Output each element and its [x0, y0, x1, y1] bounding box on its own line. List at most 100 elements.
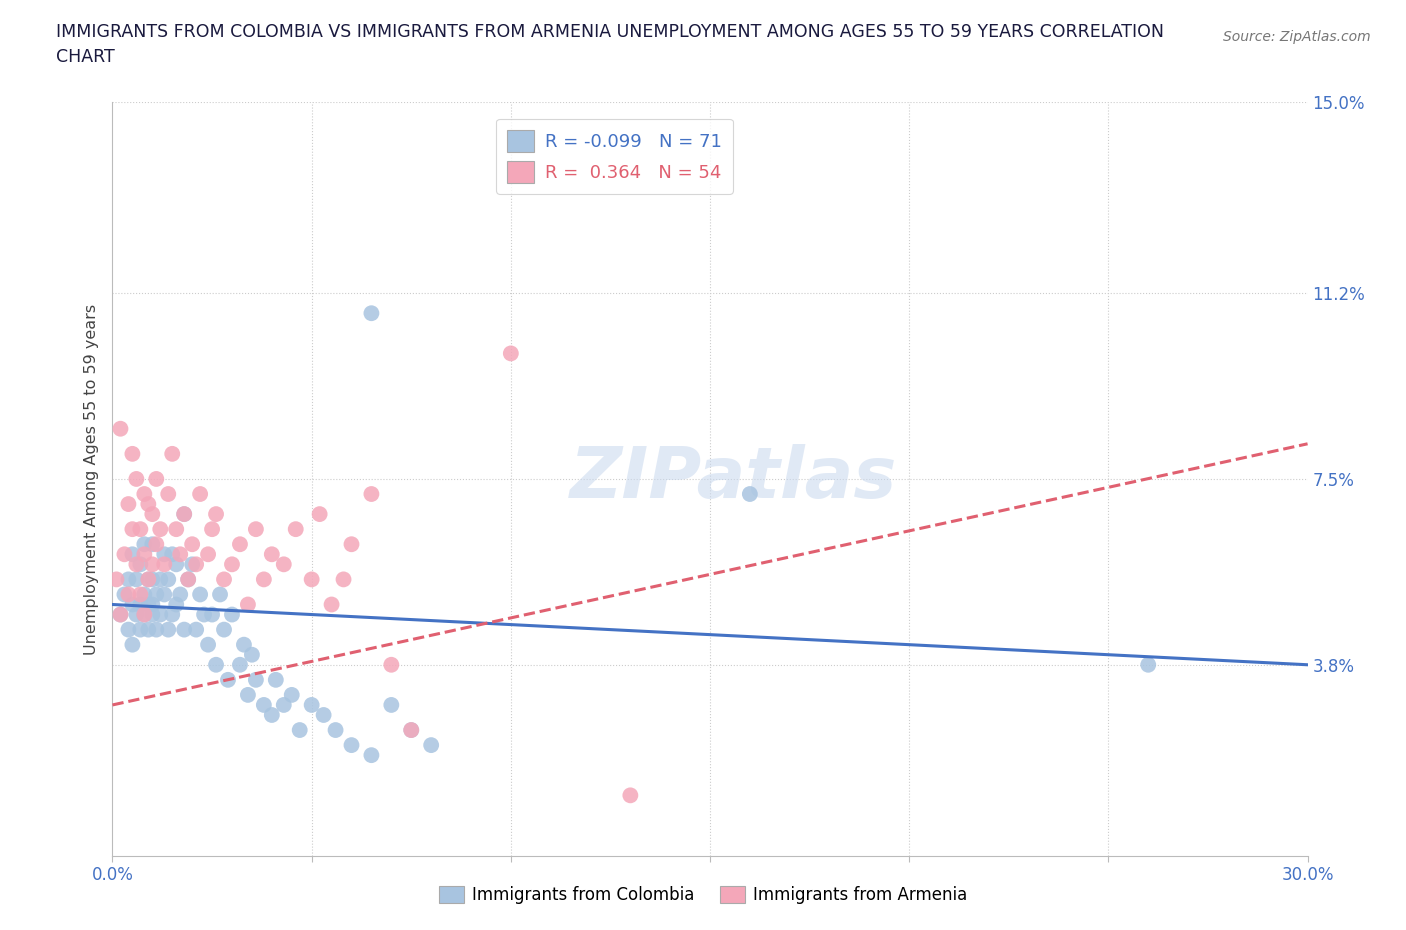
Point: [114, 547, 135, 562]
Point: [229, 658, 252, 672]
Point: [205, 658, 228, 672]
Point: [129, 597, 152, 612]
Point: [145, 622, 167, 637]
Point: [153, 547, 176, 562]
Point: [193, 607, 215, 622]
Point: [134, 587, 156, 602]
Point: [380, 658, 402, 672]
Point: [188, 587, 211, 602]
Point: [121, 547, 143, 562]
Point: [153, 557, 176, 572]
Point: [253, 698, 276, 712]
Point: [177, 572, 200, 587]
Point: [181, 537, 204, 551]
Point: [165, 557, 187, 572]
Point: [236, 597, 259, 612]
Point: [157, 486, 180, 501]
Point: [284, 522, 307, 537]
Point: [110, 421, 132, 436]
Point: [420, 737, 443, 752]
Point: [149, 572, 172, 587]
Point: [197, 637, 219, 652]
Point: [129, 522, 152, 537]
Point: [401, 723, 423, 737]
Point: [340, 537, 363, 551]
Point: [233, 637, 256, 652]
Point: [253, 572, 276, 587]
Point: [121, 446, 143, 461]
Point: [138, 572, 160, 587]
Point: [145, 472, 167, 486]
Point: [141, 507, 163, 522]
Point: [157, 622, 180, 637]
Point: [201, 607, 224, 622]
Point: [121, 597, 143, 612]
Point: [209, 587, 232, 602]
Point: [134, 607, 156, 622]
Point: [188, 486, 211, 501]
Point: [125, 557, 148, 572]
Point: [134, 547, 156, 562]
Legend: Immigrants from Colombia, Immigrants from Armenia: Immigrants from Colombia, Immigrants fro…: [432, 879, 974, 910]
Point: [281, 687, 304, 702]
Point: [288, 723, 311, 737]
Point: [149, 522, 172, 537]
Point: [138, 597, 160, 612]
Point: [129, 622, 152, 637]
Point: [129, 587, 152, 602]
Point: [117, 572, 139, 587]
Point: [273, 557, 295, 572]
Point: [117, 587, 139, 602]
Point: [212, 572, 235, 587]
Text: Source: ZipAtlas.com: Source: ZipAtlas.com: [1223, 30, 1371, 44]
Point: [141, 537, 163, 551]
Point: [1137, 658, 1160, 672]
Text: ZIPatlas: ZIPatlas: [571, 445, 897, 513]
Point: [401, 723, 423, 737]
Point: [110, 607, 132, 622]
Point: [138, 572, 160, 587]
Point: [177, 572, 200, 587]
Point: [312, 708, 335, 723]
Point: [145, 587, 167, 602]
Point: [340, 737, 363, 752]
Point: [229, 537, 252, 551]
Point: [301, 698, 323, 712]
Point: [125, 472, 148, 486]
Point: [380, 698, 402, 712]
Y-axis label: Unemployment Among Ages 55 to 59 years: Unemployment Among Ages 55 to 59 years: [83, 303, 98, 655]
Point: [117, 497, 139, 512]
Point: [212, 622, 235, 637]
Text: CHART: CHART: [56, 48, 115, 66]
Point: [149, 607, 172, 622]
Point: [186, 622, 208, 637]
Point: [360, 486, 382, 501]
Point: [360, 306, 382, 321]
Point: [157, 572, 180, 587]
Point: [186, 557, 208, 572]
Point: [173, 507, 195, 522]
Point: [165, 597, 187, 612]
Legend: R = -0.099   N = 71, R =  0.364   N = 54: R = -0.099 N = 71, R = 0.364 N = 54: [496, 119, 733, 193]
Point: [221, 557, 243, 572]
Point: [245, 672, 267, 687]
Point: [619, 788, 641, 803]
Point: [141, 557, 163, 572]
Point: [169, 587, 191, 602]
Point: [197, 547, 219, 562]
Point: [325, 723, 347, 737]
Point: [134, 486, 156, 501]
Point: [162, 607, 183, 622]
Point: [201, 522, 224, 537]
Point: [221, 607, 243, 622]
Point: [141, 572, 163, 587]
Point: [738, 486, 761, 501]
Point: [145, 537, 167, 551]
Point: [134, 607, 156, 622]
Text: IMMIGRANTS FROM COLOMBIA VS IMMIGRANTS FROM ARMENIA UNEMPLOYMENT AMONG AGES 55 T: IMMIGRANTS FROM COLOMBIA VS IMMIGRANTS F…: [56, 23, 1164, 41]
Point: [169, 547, 191, 562]
Point: [499, 346, 522, 361]
Point: [205, 507, 228, 522]
Point: [110, 607, 132, 622]
Point: [360, 748, 382, 763]
